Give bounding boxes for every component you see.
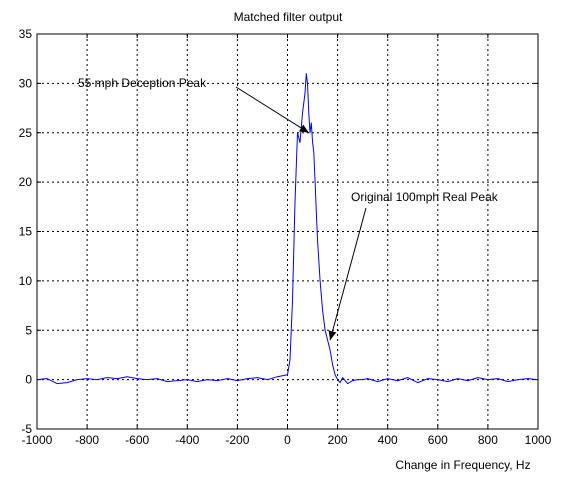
x-tick-label: -200 xyxy=(225,433,249,447)
y-tick-label: 10 xyxy=(19,274,33,288)
x-tick-label: 200 xyxy=(328,433,348,447)
annotation-deception-peak: 55 mph Deception Peak xyxy=(78,76,207,90)
x-tick-label: 1000 xyxy=(525,433,552,447)
y-tick-label: 5 xyxy=(25,323,32,337)
x-tick-label: 0 xyxy=(284,433,291,447)
x-tick-label: 600 xyxy=(428,433,448,447)
y-tick-label: 20 xyxy=(19,175,33,189)
x-tick-label: 800 xyxy=(478,433,498,447)
y-tick-label: -5 xyxy=(21,422,32,436)
x-tick-label: 400 xyxy=(378,433,398,447)
x-tick-label: -400 xyxy=(175,433,199,447)
y-tick-label: 25 xyxy=(19,126,33,140)
y-tick-label: 30 xyxy=(19,76,33,90)
y-tick-label: 15 xyxy=(19,225,33,239)
y-tick-label: 0 xyxy=(25,373,32,387)
y-tick-label: 35 xyxy=(19,27,33,41)
annotation-real-peak: Original 100mph Real Peak xyxy=(351,190,499,204)
x-tick-label: -800 xyxy=(75,433,99,447)
x-tick-label: -600 xyxy=(125,433,149,447)
x-axis-label: Change in Frequency, Hz xyxy=(395,458,530,472)
chart-title: Matched filter output xyxy=(234,10,343,24)
